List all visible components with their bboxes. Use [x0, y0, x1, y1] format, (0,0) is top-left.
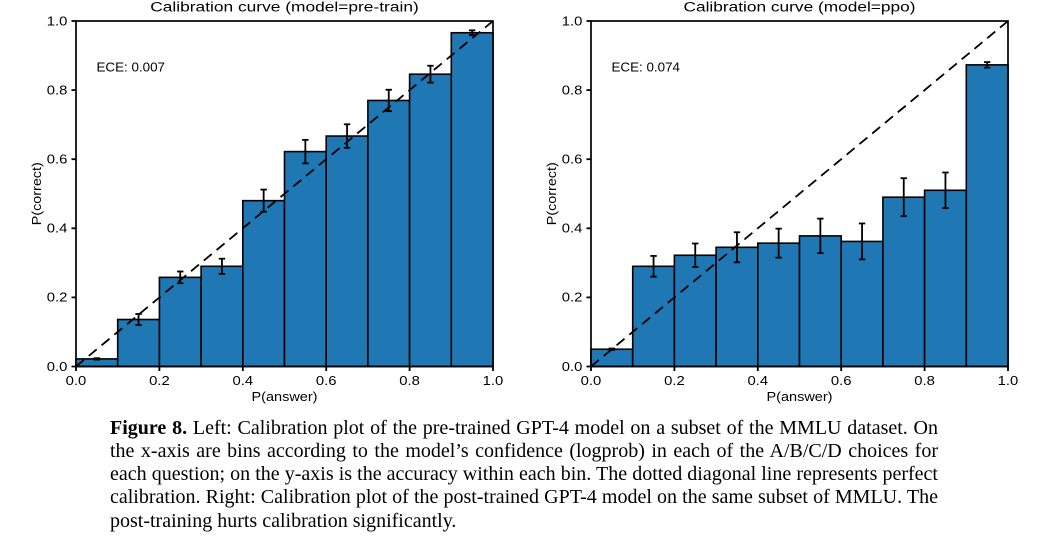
- svg-text:0.0: 0.0: [66, 373, 87, 388]
- svg-text:P(correct): P(correct): [544, 162, 559, 225]
- svg-text:0.4: 0.4: [562, 221, 583, 236]
- svg-text:1.0: 1.0: [47, 13, 68, 28]
- svg-text:0.8: 0.8: [399, 373, 420, 388]
- svg-text:0.0: 0.0: [562, 359, 583, 374]
- svg-text:0.2: 0.2: [664, 373, 685, 388]
- svg-text:0.2: 0.2: [149, 373, 170, 388]
- svg-text:ECE: 0.007: ECE: 0.007: [97, 60, 166, 75]
- svg-text:1.0: 1.0: [998, 373, 1019, 388]
- svg-text:0.0: 0.0: [581, 373, 602, 388]
- svg-text:1.0: 1.0: [562, 13, 583, 28]
- svg-text:0.4: 0.4: [47, 221, 68, 236]
- svg-text:0.8: 0.8: [562, 82, 583, 97]
- svg-text:0.6: 0.6: [316, 373, 337, 388]
- svg-text:Calibration curve (model=pre-t: Calibration curve (model=pre-train): [150, 0, 419, 15]
- svg-text:0.6: 0.6: [562, 152, 583, 167]
- svg-text:0.4: 0.4: [748, 373, 769, 388]
- svg-text:P(correct): P(correct): [29, 162, 44, 225]
- svg-text:0.2: 0.2: [562, 290, 583, 305]
- svg-text:0.6: 0.6: [831, 373, 852, 388]
- svg-text:1.0: 1.0: [483, 373, 504, 388]
- svg-text:0.8: 0.8: [914, 373, 935, 388]
- svg-text:0.6: 0.6: [47, 152, 68, 167]
- svg-text:0.4: 0.4: [233, 373, 254, 388]
- svg-text:P(answer): P(answer): [767, 389, 833, 404]
- svg-text:P(answer): P(answer): [252, 389, 318, 404]
- svg-text:Calibration curve (model=ppo): Calibration curve (model=ppo): [684, 0, 916, 15]
- svg-text:0.8: 0.8: [47, 82, 68, 97]
- svg-text:0.2: 0.2: [47, 290, 68, 305]
- svg-text:ECE: 0.074: ECE: 0.074: [612, 60, 681, 75]
- svg-text:0.0: 0.0: [47, 359, 68, 374]
